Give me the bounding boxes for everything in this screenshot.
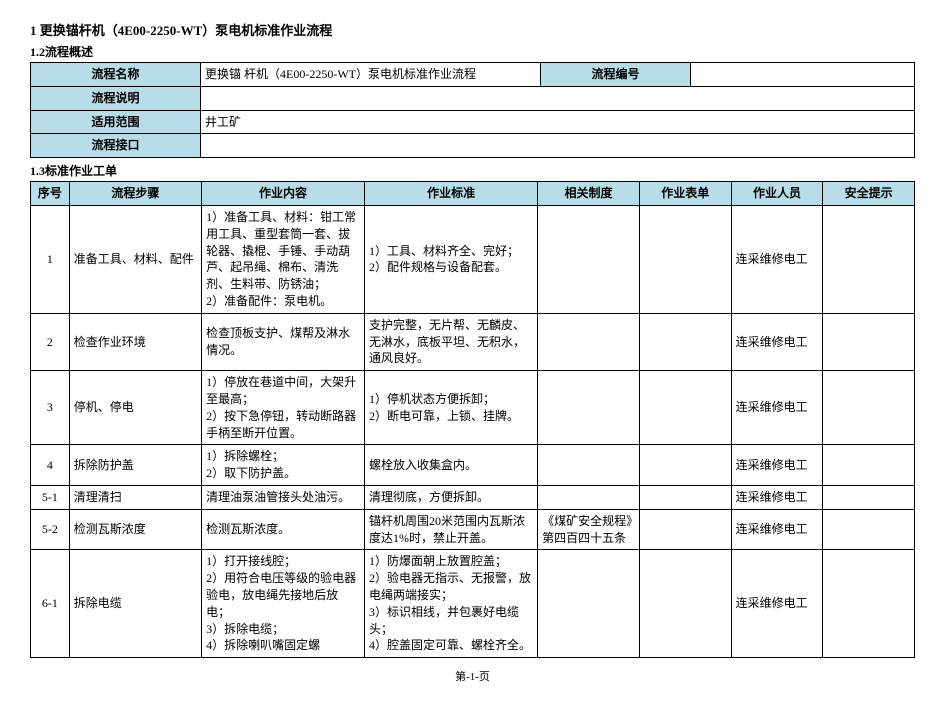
work-header-seq: 序号 bbox=[31, 182, 70, 206]
work-cell-system bbox=[538, 205, 640, 313]
work-cell-system bbox=[538, 550, 640, 658]
work-cell-person: 连采维修电工 bbox=[731, 205, 823, 313]
overview-value-name: 更换锚 杆机（4E00-2250-WT）泵电机标准作业流程 bbox=[201, 63, 541, 87]
work-cell-seq: 3 bbox=[31, 371, 70, 445]
work-cell-step: 检查作业环境 bbox=[69, 313, 201, 370]
work-cell-content: 1）拆除螺栓； 2）取下防护盖。 bbox=[202, 445, 365, 486]
work-cell-person: 连采维修电工 bbox=[731, 485, 823, 509]
work-cell-standard: 1）防爆面朝上放置腔盖； 2）验电器无指示、无报警，放电绳两端接实； 3）标识相… bbox=[365, 550, 538, 658]
overview-value-interface bbox=[201, 134, 915, 158]
work-cell-safety bbox=[823, 445, 915, 486]
overview-table: 流程名称 更换锚 杆机（4E00-2250-WT）泵电机标准作业流程 流程编号 … bbox=[30, 62, 915, 158]
overview-value-desc bbox=[201, 86, 915, 110]
work-header-form: 作业表单 bbox=[639, 182, 731, 206]
work-cell-person: 连采维修电工 bbox=[731, 509, 823, 550]
work-header-system: 相关制度 bbox=[538, 182, 640, 206]
work-row: 1准备工具、材料、配件1）准备工具、材料：钳工常用工具、重型套筒一套、拔轮器、撬… bbox=[31, 205, 915, 313]
overview-row-scope: 适用范围 井工矿 bbox=[31, 110, 915, 134]
work-row: 5-2检测瓦斯浓度检测瓦斯浓度。锚杆机周围20米范围内瓦斯浓度达1%时，禁止开盖… bbox=[31, 509, 915, 550]
work-cell-step: 拆除电缆 bbox=[69, 550, 201, 658]
work-header-safety: 安全提示 bbox=[823, 182, 915, 206]
work-cell-standard: 1）停机状态方便拆卸； 2）断电可靠，上锁、挂牌。 bbox=[365, 371, 538, 445]
section-1-3-title: 1.3标准作业工单 bbox=[30, 162, 915, 179]
work-cell-safety bbox=[823, 371, 915, 445]
work-cell-form bbox=[639, 509, 731, 550]
work-cell-safety bbox=[823, 550, 915, 658]
work-cell-person: 连采维修电工 bbox=[731, 550, 823, 658]
work-cell-form bbox=[639, 205, 731, 313]
work-cell-standard: 锚杆机周围20米范围内瓦斯浓度达1%时，禁止开盖。 bbox=[365, 509, 538, 550]
work-cell-seq: 2 bbox=[31, 313, 70, 370]
work-cell-person: 连采维修电工 bbox=[731, 445, 823, 486]
work-row: 6-1拆除电缆1）打开接线腔； 2）用符合电压等级的验电器验电，放电绳先接地后放… bbox=[31, 550, 915, 658]
work-cell-step: 拆除防护盖 bbox=[69, 445, 201, 486]
work-cell-form bbox=[639, 371, 731, 445]
work-cell-form bbox=[639, 485, 731, 509]
page-footer: 第-1-页 bbox=[30, 668, 915, 684]
work-cell-standard: 螺栓放入收集盒内。 bbox=[365, 445, 538, 486]
overview-label-name: 流程名称 bbox=[31, 63, 201, 87]
work-cell-person: 连采维修电工 bbox=[731, 371, 823, 445]
section-1-2-title: 1.2流程概述 bbox=[30, 43, 915, 60]
work-cell-form bbox=[639, 445, 731, 486]
work-cell-system bbox=[538, 371, 640, 445]
work-cell-system bbox=[538, 313, 640, 370]
overview-label-desc: 流程说明 bbox=[31, 86, 201, 110]
work-cell-form bbox=[639, 550, 731, 658]
work-row: 5-1清理清扫清理油泵油管接头处油污。清理彻底，方便拆卸。 连采维修电工 bbox=[31, 485, 915, 509]
work-cell-safety bbox=[823, 485, 915, 509]
work-cell-safety bbox=[823, 509, 915, 550]
work-header-step: 流程步骤 bbox=[69, 182, 201, 206]
work-cell-standard: 1）工具、材料齐全、完好； 2）配件规格与设备配套。 bbox=[365, 205, 538, 313]
work-header-person: 作业人员 bbox=[731, 182, 823, 206]
work-cell-seq: 6-1 bbox=[31, 550, 70, 658]
work-row: 3停机、停电1）停放在巷道中间，大架升至最高； 2）按下急停钮，转动断路器手柄至… bbox=[31, 371, 915, 445]
work-header-content: 作业内容 bbox=[202, 182, 365, 206]
work-cell-form bbox=[639, 313, 731, 370]
work-cell-system: 《煤矿安全规程》第四百四十五条 bbox=[538, 509, 640, 550]
work-cell-content: 1）停放在巷道中间，大架升至最高； 2）按下急停钮，转动断路器手柄至断开位置。 bbox=[202, 371, 365, 445]
work-cell-seq: 1 bbox=[31, 205, 70, 313]
work-header-standard: 作业标准 bbox=[365, 182, 538, 206]
overview-label-interface: 流程接口 bbox=[31, 134, 201, 158]
work-row: 2检查作业环境检查顶板支护、煤帮及淋水情况。支护完整，无片帮、无麟皮、无淋水，底… bbox=[31, 313, 915, 370]
work-cell-content: 1）打开接线腔； 2）用符合电压等级的验电器验电，放电绳先接地后放电； 3）拆除… bbox=[202, 550, 365, 658]
work-cell-step: 检测瓦斯浓度 bbox=[69, 509, 201, 550]
work-cell-step: 准备工具、材料、配件 bbox=[69, 205, 201, 313]
work-cell-system bbox=[538, 485, 640, 509]
work-row: 4拆除防护盖1）拆除螺栓； 2）取下防护盖。螺栓放入收集盒内。 连采维修电工 bbox=[31, 445, 915, 486]
work-cell-step: 停机、停电 bbox=[69, 371, 201, 445]
work-cell-system bbox=[538, 445, 640, 486]
overview-value-scope: 井工矿 bbox=[201, 110, 915, 134]
work-cell-safety bbox=[823, 313, 915, 370]
work-cell-content: 检查顶板支护、煤帮及淋水情况。 bbox=[202, 313, 365, 370]
work-cell-step: 清理清扫 bbox=[69, 485, 201, 509]
document-main-title: 1 更换锚杆机（4E00-2250-WT）泵电机标准作业流程 bbox=[30, 20, 915, 39]
work-cell-seq: 4 bbox=[31, 445, 70, 486]
work-cell-person: 连采维修电工 bbox=[731, 313, 823, 370]
work-cell-standard: 支护完整，无片帮、无麟皮、无淋水，底板平坦、无积水，通风良好。 bbox=[365, 313, 538, 370]
work-header-row: 序号 流程步骤 作业内容 作业标准 相关制度 作业表单 作业人员 安全提示 bbox=[31, 182, 915, 206]
work-table: 序号 流程步骤 作业内容 作业标准 相关制度 作业表单 作业人员 安全提示 1准… bbox=[30, 181, 915, 658]
overview-row-interface: 流程接口 bbox=[31, 134, 915, 158]
work-cell-safety bbox=[823, 205, 915, 313]
overview-value-code bbox=[691, 63, 915, 87]
work-cell-seq: 5-1 bbox=[31, 485, 70, 509]
work-cell-standard: 清理彻底，方便拆卸。 bbox=[365, 485, 538, 509]
work-cell-content: 清理油泵油管接头处油污。 bbox=[202, 485, 365, 509]
overview-row-desc: 流程说明 bbox=[31, 86, 915, 110]
work-cell-content: 1）准备工具、材料：钳工常用工具、重型套筒一套、拔轮器、撬棍、手锤、手动葫芦、起… bbox=[202, 205, 365, 313]
work-cell-seq: 5-2 bbox=[31, 509, 70, 550]
overview-row-name: 流程名称 更换锚 杆机（4E00-2250-WT）泵电机标准作业流程 流程编号 bbox=[31, 63, 915, 87]
work-cell-content: 检测瓦斯浓度。 bbox=[202, 509, 365, 550]
overview-label-scope: 适用范围 bbox=[31, 110, 201, 134]
overview-label-code: 流程编号 bbox=[541, 63, 691, 87]
